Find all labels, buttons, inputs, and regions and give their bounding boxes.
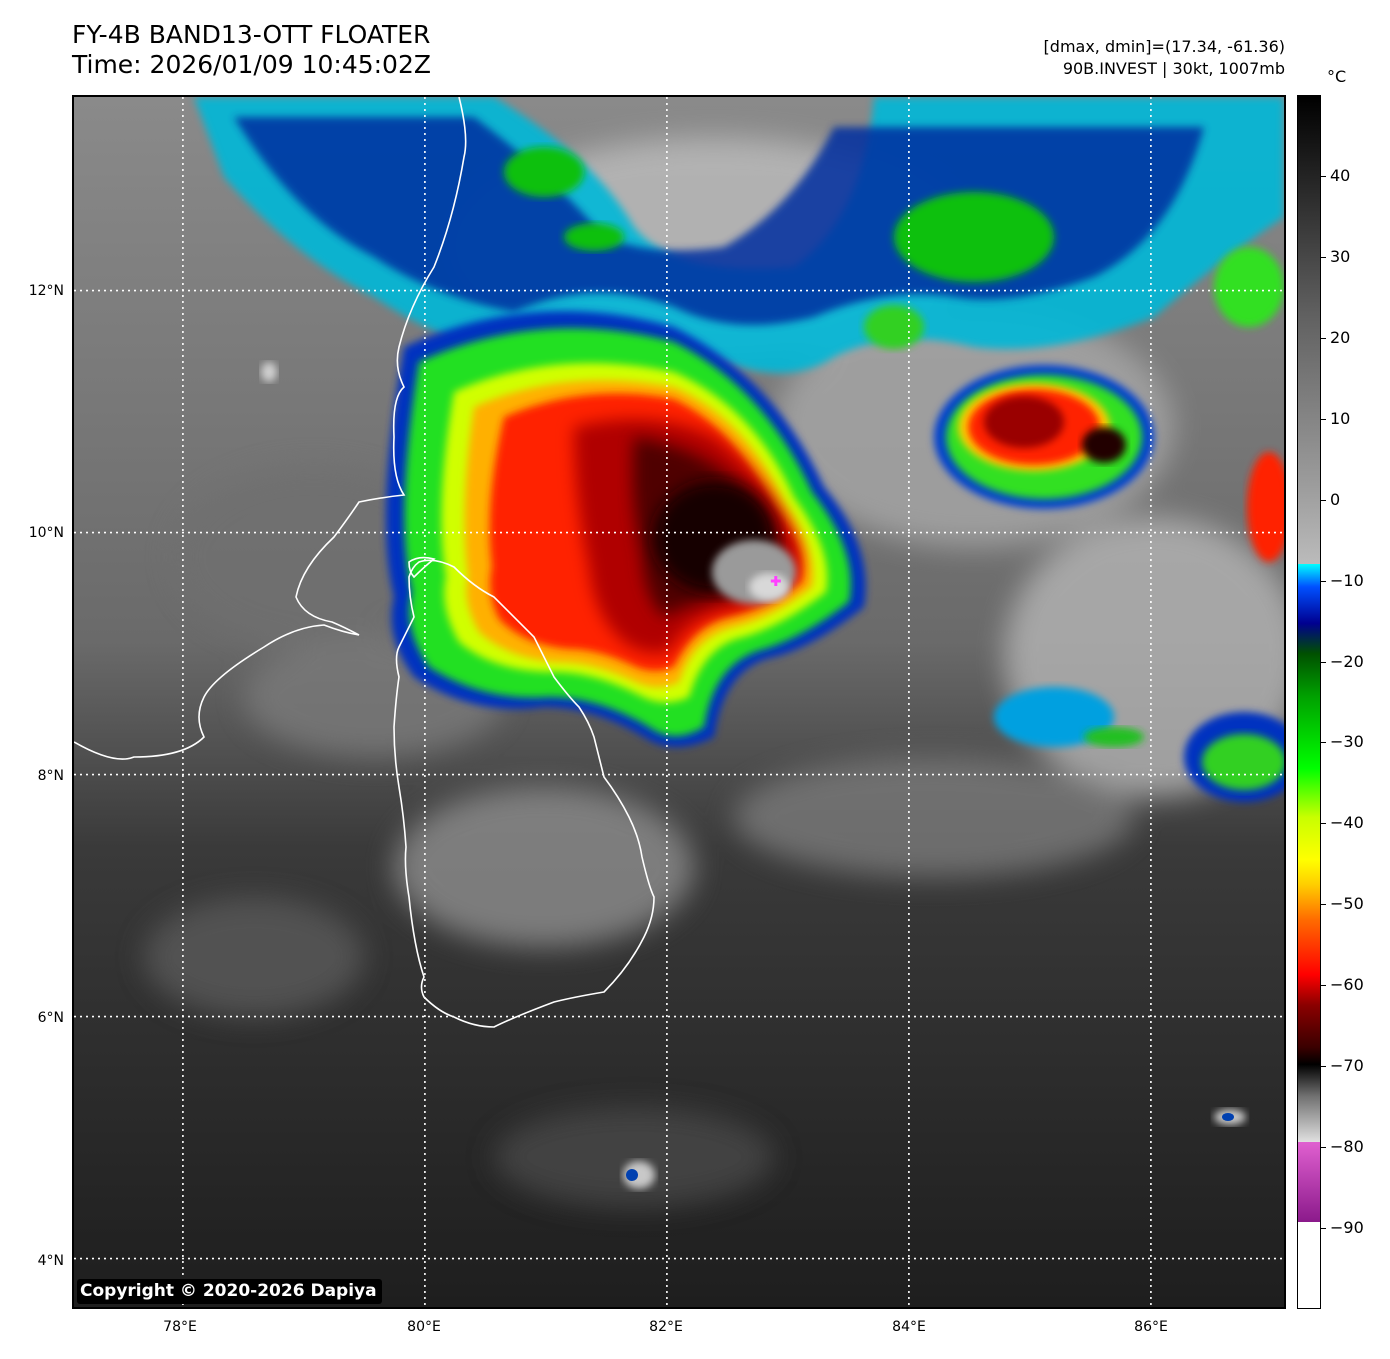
colorbar-tick-label: −80	[1330, 1137, 1364, 1157]
colorbar-tick	[1321, 499, 1326, 501]
lon-label-78e: 78°E	[163, 1319, 197, 1335]
se-convection	[994, 687, 1284, 802]
colorbar-tick	[1321, 742, 1326, 744]
colorbar-tick	[1321, 904, 1326, 906]
lat-label-8n: 8°N	[37, 768, 64, 784]
colorbar-tick	[1321, 1228, 1326, 1230]
sri-lanka-coastline	[393, 559, 655, 1028]
small-cloud-spots	[261, 362, 1246, 1189]
india-coastline	[74, 97, 467, 760]
storm-center-marker	[770, 576, 781, 586]
colorbar-tick	[1321, 1066, 1326, 1068]
colorbar-tick	[1321, 418, 1326, 420]
colorbar-tick	[1321, 985, 1326, 987]
colorbar-tick	[1321, 175, 1326, 177]
copyright-notice: Copyright © 2020-2026 Dapiya	[77, 1279, 382, 1304]
colorbar-tick-label: −10	[1330, 570, 1364, 590]
colorbar-tick	[1321, 823, 1326, 825]
lat-label-6n: 6°N	[37, 1010, 64, 1026]
colorbar-tick-label: −50	[1330, 894, 1364, 914]
colorbar-tick-label: −70	[1330, 1056, 1364, 1076]
lat-label-10n: 10°N	[28, 525, 64, 541]
lon-label-84e: 84°E	[892, 1319, 926, 1335]
colorbar-tick-label: −20	[1330, 651, 1364, 671]
colorbar-tick-label: −60	[1330, 975, 1364, 995]
center-cross	[770, 576, 781, 586]
figure-time: Time: 2026/01/09 10:45:02Z	[72, 50, 431, 79]
temperature-colorbar	[1297, 95, 1321, 1309]
mannar-island	[408, 556, 436, 579]
lon-label-80e: 80°E	[407, 1319, 441, 1335]
gridlines	[74, 97, 1284, 1307]
colorbar-tick-label: 30	[1330, 246, 1351, 266]
colorbar-tick	[1321, 580, 1326, 582]
colorbar-tick-label: 0	[1330, 489, 1341, 509]
lat-label-12n: 12°N	[28, 283, 64, 299]
colorbar-tick	[1321, 1147, 1326, 1149]
coastline	[74, 97, 655, 1028]
colorbar-tick	[1321, 337, 1326, 339]
satellite-imagery	[74, 97, 1284, 1307]
storm-info: 90B.INVEST | 30kt, 1007mb	[1062, 59, 1285, 78]
dmax-dmin-info: [dmax, dmin]=(17.34, -61.36)	[1043, 37, 1285, 56]
lat-label-4n: 4°N	[37, 1253, 64, 1269]
cold-cloud-bands	[194, 97, 1284, 373]
satellite-map: Copyright © 2020-2026 Dapiya	[72, 95, 1286, 1309]
lon-label-82e: 82°E	[649, 1319, 683, 1335]
colorbar-tick-label: −90	[1330, 1218, 1364, 1238]
colorbar-tick-label: −40	[1330, 813, 1364, 833]
lon-label-86e: 86°E	[1134, 1319, 1168, 1335]
colorbar-tick-label: 20	[1330, 327, 1351, 347]
colorbar-tick-label: −30	[1330, 732, 1364, 752]
figure-title: FY-4B BAND13-OTT FLOATER	[72, 20, 431, 49]
colorbar-tick-label: 40	[1330, 165, 1351, 185]
colorbar-tick	[1321, 256, 1326, 258]
colorbar-tick-label: 10	[1330, 408, 1351, 428]
secondary-convection	[934, 365, 1284, 562]
colorbar-unit: °C	[1327, 67, 1347, 86]
colorbar-tick	[1321, 661, 1326, 663]
